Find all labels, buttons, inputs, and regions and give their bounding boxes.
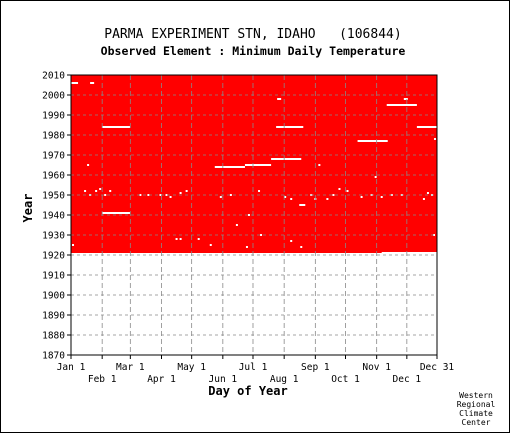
missing-segment	[277, 98, 282, 100]
missing-day	[139, 194, 142, 196]
x-tick-label: Mar 1	[116, 362, 145, 373]
missing-day	[338, 188, 341, 190]
missing-day	[284, 196, 287, 198]
missing-day	[179, 238, 182, 240]
missing-day	[346, 190, 349, 192]
plot-area	[71, 75, 437, 355]
missing-day	[169, 196, 172, 198]
axes	[67, 74, 438, 359]
missing-day	[175, 238, 178, 240]
y-tick-label: 1940	[42, 211, 65, 222]
y-tick-label: 1910	[42, 271, 65, 282]
y-tick-label: 1920	[42, 251, 65, 262]
missing-day	[95, 190, 98, 192]
y-tick-label: 1880	[42, 331, 65, 342]
missing-day	[426, 192, 429, 194]
missing-day	[219, 196, 222, 198]
y-tick-label: 2010	[42, 71, 65, 82]
y-axis-label: Year	[21, 194, 35, 223]
y-tick-label: 1870	[42, 351, 65, 362]
x-tick-label: Oct 1	[331, 374, 360, 385]
missing-segment	[214, 166, 245, 168]
missing-day	[422, 198, 425, 200]
missing-day	[380, 196, 383, 198]
missing-day	[185, 190, 188, 192]
missing-day	[258, 190, 261, 192]
missing-segment	[102, 126, 131, 128]
missing-day	[332, 194, 335, 196]
missing-day	[229, 194, 232, 196]
tick-labels: 1870 1880 1890 1900 1910 1920 1930 1940 1950 1960…	[42, 71, 454, 386]
missing-day	[84, 190, 87, 192]
missing-day	[300, 246, 303, 248]
x-tick-label: Nov 1	[362, 362, 391, 373]
missing-day	[260, 234, 263, 236]
y-tick-label: 1990	[42, 111, 65, 122]
x-tick-label: Aug 1	[270, 374, 299, 385]
x-tick-label: May 1	[177, 362, 206, 373]
y-tick-label: 1950	[42, 191, 65, 202]
x-tick-label: Jul 1	[239, 362, 268, 373]
missing-day	[318, 164, 321, 166]
missing-segment	[276, 126, 304, 128]
missing-segment	[244, 164, 272, 166]
missing-day	[247, 214, 250, 216]
x-tick-label: Feb 1	[88, 374, 117, 385]
y-tick-label: 1960	[42, 171, 65, 182]
x-tick-label: Apr 1	[147, 374, 176, 385]
missing-day	[326, 198, 329, 200]
y-tick-label: 1890	[42, 311, 65, 322]
y-tick-label: 1900	[42, 291, 65, 302]
missing-segment	[403, 98, 408, 100]
missing-day	[245, 246, 248, 248]
credit-line-1: Western	[459, 391, 493, 400]
missing-day	[209, 244, 212, 246]
x-axis-label: Day of Year	[208, 384, 287, 398]
missing-day	[360, 196, 363, 198]
missing-segment	[299, 204, 306, 206]
missing-segment	[271, 158, 302, 160]
missing-day	[72, 244, 75, 246]
y-tick-label: 1970	[42, 151, 65, 162]
missing-day	[109, 190, 112, 192]
missing-segment	[416, 126, 437, 128]
x-tick-label: Sep 1	[301, 362, 330, 373]
missing-day	[87, 164, 90, 166]
missing-segment	[357, 140, 388, 142]
y-tick-label: 1980	[42, 131, 65, 142]
missing-day	[147, 194, 150, 196]
missing-day	[165, 194, 168, 196]
x-tick-label: Jun 1	[209, 374, 238, 385]
missing-segment	[381, 252, 437, 254]
missing-day	[290, 198, 293, 200]
chart-title: PARMA EXPERIMENT STN, IDAHO (106844)	[104, 27, 401, 42]
x-tick-label: Dec 31	[420, 362, 455, 373]
missing-day	[159, 194, 162, 196]
x-tick-label: Jan 1	[57, 362, 86, 373]
missing-day	[290, 240, 293, 242]
y-tick-label: 1930	[42, 231, 65, 242]
missing-day	[197, 238, 200, 240]
grid-lines	[71, 75, 437, 355]
chart-subtitle: Observed Element : Minimum Daily Tempera…	[101, 44, 406, 58]
missing-segment	[102, 212, 131, 214]
credit-line-2: Regional	[457, 400, 496, 409]
missing-day	[104, 194, 107, 196]
missing-segment	[71, 82, 79, 84]
missing-day	[433, 138, 436, 140]
missing-day	[235, 224, 238, 226]
missing-day	[374, 176, 377, 178]
credit-line-4: Center	[462, 418, 491, 427]
missing-segment	[90, 82, 95, 84]
credit-line-3: Climate	[459, 409, 493, 418]
missing-day	[179, 192, 182, 194]
missing-day	[99, 188, 102, 190]
y-tick-label: 2000	[42, 91, 65, 102]
missing-segment	[386, 104, 417, 106]
x-tick-label: Dec 1	[393, 374, 422, 385]
